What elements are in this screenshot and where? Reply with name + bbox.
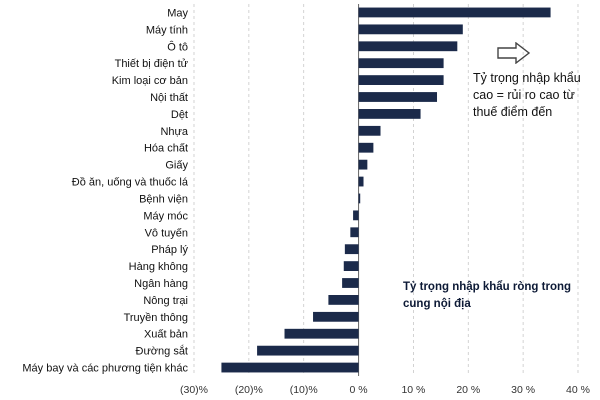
category-label: Máy bay và các phương tiện khác [22,363,188,375]
bar [358,58,444,69]
category-label: May [167,7,188,19]
bar [358,92,438,102]
bar [353,210,359,221]
category-label: Hóa chất [144,143,188,155]
bar [358,159,368,170]
category-label: Máy tính [146,24,188,36]
bar [358,109,421,119]
risk-annotation: Tỷ trọng nhập khẩu cao = rủi ro cao từ t… [473,71,581,119]
category-label: Truyền thông [124,312,188,324]
x-tick-label: 30 % [511,384,535,396]
x-tick-label: (20)% [235,384,263,396]
bar [257,345,359,356]
x-tick-label: 40 % [566,384,590,396]
x-tick-labels: (30)% (20)% (10)% 0 % 10 % 20 % 30 % 40 % [180,384,590,396]
category-label: Bệnh viện [139,193,188,205]
category-label: Nhựa [160,126,188,138]
series-label: Tỷ trọng nhập khẩu ròng trong cung nội đ… [403,281,572,310]
bar [344,244,359,255]
category-label: Nông trại [143,295,188,307]
x-tick-label: 20 % [456,384,480,396]
category-label: Thiết bị điện tử [115,58,189,70]
chart-bars [221,7,551,373]
category-label: Vô tuyến [145,227,188,239]
bar [358,24,463,35]
bar [350,227,359,238]
category-label: Ô tô [167,40,188,53]
bar [358,7,551,18]
bar [358,193,361,204]
bar [358,142,374,153]
x-tick-label: 0 % [350,384,368,396]
bar [358,176,364,187]
bar [284,328,359,339]
category-label: Xuất bản [144,329,188,341]
bar [328,295,359,305]
x-tick-label: 10 % [401,384,425,396]
category-label: Kim loại cơ bản [112,75,188,87]
category-label: Đường sắt [136,345,189,358]
category-label: Nội thất [150,92,188,104]
category-label: Máy móc [143,210,188,222]
x-tick-label: (30)% [180,384,208,396]
right-arrow-icon [497,41,531,69]
bar [313,311,359,322]
bar [358,75,444,85]
category-label: Đồ ăn, uống và thuốc lá [72,177,189,189]
bar [358,125,381,136]
bar [358,41,458,52]
category-label: Giấy [165,160,188,172]
bar [342,278,359,288]
x-tick-label: (10)% [290,384,318,396]
category-label: Hàng không [129,261,188,273]
category-label: Pháp lý [151,244,188,256]
category-label: Dệt [171,109,188,121]
category-labels: May Máy tính Ô tô Thiết bị điện tử Kim loại … [22,7,188,374]
bar [221,362,359,373]
category-label: Ngân hàng [134,278,188,290]
bar [343,261,359,271]
